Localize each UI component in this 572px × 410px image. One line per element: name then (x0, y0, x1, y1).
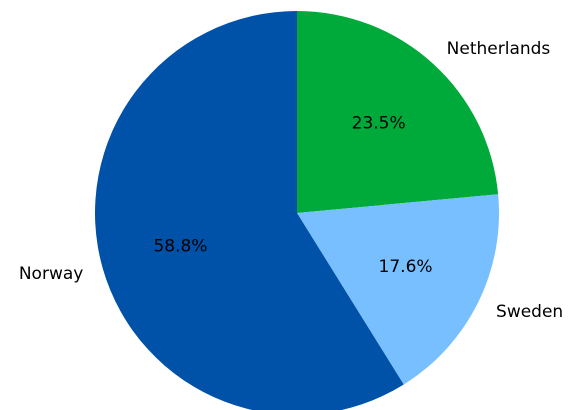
pie-slice-norway (95, 11, 404, 410)
pie-slice-netherlands (297, 11, 499, 213)
pie-value-label-netherlands: 23.5% (352, 113, 406, 133)
pie-category-label-netherlands: Netherlands (447, 39, 551, 59)
pie-slice-sweden (297, 194, 499, 385)
pie-category-label-norway: Norway (19, 264, 84, 284)
pie-value-label-norway: 58.8% (153, 236, 207, 256)
pie-category-label-sweden: Sweden (496, 302, 563, 322)
pie-value-label-sweden: 17.6% (379, 257, 433, 277)
